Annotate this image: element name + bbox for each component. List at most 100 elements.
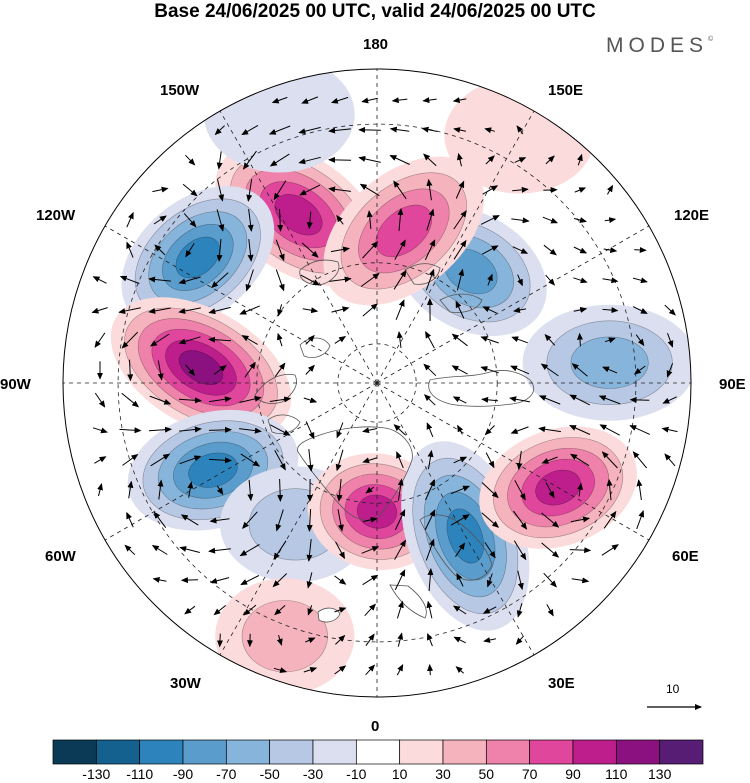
wind-arrow bbox=[94, 332, 106, 348]
wind-arrow bbox=[667, 333, 674, 348]
wind-arrow bbox=[456, 152, 463, 167]
wind-arrow bbox=[422, 97, 437, 104]
wind-arrow bbox=[178, 336, 201, 345]
wind-arrow bbox=[247, 239, 254, 262]
wind-arrow bbox=[541, 542, 560, 558]
wind-arrow bbox=[486, 573, 493, 588]
wind-arrow bbox=[245, 269, 254, 292]
wind-arrow bbox=[664, 304, 676, 316]
wind-arrow bbox=[427, 449, 434, 470]
wind-arrow bbox=[148, 426, 172, 433]
wind-arrow bbox=[270, 424, 291, 436]
wind-arrow bbox=[396, 331, 403, 349]
wind-arrow bbox=[366, 210, 373, 229]
wind-arrow bbox=[328, 127, 351, 134]
colorbar-tick-label: 90 bbox=[565, 766, 581, 782]
wind-arrow bbox=[274, 605, 286, 616]
wind-arrow bbox=[480, 366, 499, 374]
wind-arrow bbox=[276, 332, 283, 347]
wind-arrow bbox=[424, 239, 436, 261]
wind-arrow bbox=[485, 155, 495, 165]
wind-arrow bbox=[269, 153, 290, 167]
anomaly-cell bbox=[323, 156, 485, 306]
lon-label-120w: 120W bbox=[36, 207, 76, 224]
wind-arrow bbox=[154, 244, 166, 256]
wind-arrow bbox=[271, 96, 288, 104]
wind-arrow bbox=[305, 637, 316, 644]
wind-arrow bbox=[239, 427, 262, 434]
wind-arrow bbox=[512, 246, 529, 254]
wind-arrow bbox=[602, 366, 618, 374]
wind-arrow bbox=[453, 239, 467, 260]
wind-arrow bbox=[396, 451, 404, 469]
anomaly-cell bbox=[203, 69, 355, 173]
wind-arrow bbox=[512, 186, 529, 193]
wind-arrow bbox=[577, 482, 584, 497]
wind-arrow bbox=[453, 210, 467, 230]
wind-arrow bbox=[453, 636, 466, 644]
wind-arrow bbox=[602, 277, 619, 284]
wind-arrow bbox=[513, 540, 527, 561]
wind-arrow bbox=[456, 572, 464, 587]
wind-arrow bbox=[337, 509, 344, 532]
wind-arrow bbox=[425, 268, 435, 291]
colorbar-tick-label: -110 bbox=[126, 766, 154, 782]
colorbar-tick-label: 30 bbox=[435, 766, 451, 782]
wind-arrow bbox=[629, 396, 650, 403]
wind-arrow bbox=[577, 153, 583, 166]
wind-arrow bbox=[482, 606, 497, 614]
wind-arrow bbox=[365, 664, 376, 676]
wind-arrow bbox=[121, 331, 139, 349]
wind-arrow bbox=[569, 394, 591, 406]
wind-arrow bbox=[484, 542, 496, 559]
wind-arrow bbox=[365, 633, 375, 646]
wind-arrow bbox=[601, 544, 619, 556]
wind-arrow bbox=[336, 214, 344, 225]
wind-arrow bbox=[272, 573, 288, 588]
wind-arrow bbox=[94, 392, 106, 408]
wind-arrow bbox=[148, 307, 171, 314]
wind-arrow bbox=[94, 456, 107, 464]
wind-arrow bbox=[603, 247, 618, 254]
wind-arrow bbox=[394, 509, 406, 531]
wind-arrow bbox=[452, 605, 467, 615]
wind-arrow bbox=[602, 307, 619, 314]
wind-arrow bbox=[118, 307, 141, 314]
wind-arrow bbox=[330, 246, 350, 253]
lon-label-0: 0 bbox=[371, 718, 380, 735]
reference-vector-label: 10 bbox=[666, 682, 680, 696]
wind-arrow bbox=[273, 180, 287, 201]
wind-arrow bbox=[480, 215, 500, 225]
lon-label-90e: 90E bbox=[719, 376, 746, 393]
wind-arrow bbox=[599, 424, 620, 436]
wind-arrow bbox=[300, 274, 321, 286]
wind-arrow bbox=[574, 187, 587, 193]
wind-arrow bbox=[423, 394, 436, 406]
wind-arrow bbox=[634, 246, 647, 253]
wind-arrow bbox=[487, 273, 493, 286]
wind-arrow bbox=[335, 541, 345, 560]
wind-arrow bbox=[336, 422, 344, 439]
colorbar-tick-label: -130 bbox=[82, 766, 111, 782]
wind-arrow bbox=[423, 363, 437, 377]
wind-arrow bbox=[335, 634, 346, 645]
anomaly-cell bbox=[121, 186, 275, 329]
wind-arrow bbox=[247, 209, 254, 232]
wind-arrow bbox=[603, 510, 617, 529]
wind-arrow bbox=[427, 568, 434, 592]
wind-arrow bbox=[277, 208, 284, 232]
wind-arrow bbox=[513, 510, 528, 530]
wind-arrow bbox=[127, 359, 134, 382]
wind-arrow bbox=[457, 424, 464, 435]
wind-arrow bbox=[178, 307, 201, 314]
wind-arrow bbox=[126, 241, 134, 258]
wind-arrow bbox=[361, 546, 380, 554]
lon-label-150w: 150W bbox=[160, 82, 200, 99]
wind-arrow bbox=[635, 334, 645, 347]
wind-arrow bbox=[482, 306, 497, 314]
wind-arrow bbox=[515, 635, 524, 645]
wind-arrow bbox=[149, 395, 172, 405]
wind-arrow bbox=[208, 547, 231, 554]
wind-arrow bbox=[334, 665, 347, 675]
